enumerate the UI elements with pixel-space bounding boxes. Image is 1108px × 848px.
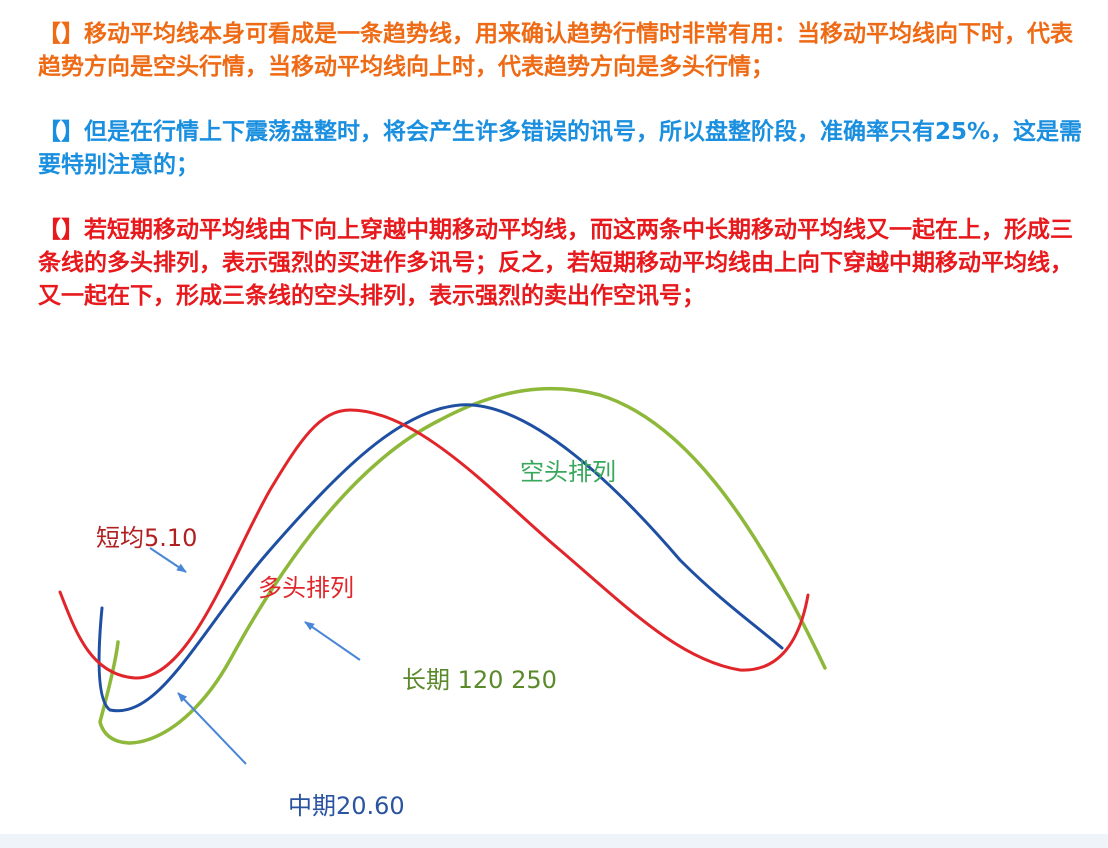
short-ma-pointer-arrow bbox=[149, 547, 187, 573]
short-ma-curve bbox=[58, 408, 810, 680]
bull-alignment-label: 多头排列 bbox=[258, 574, 354, 602]
long-ma-label: 长期 120 250 bbox=[402, 666, 557, 694]
bracket-marker: 【】 bbox=[38, 21, 84, 47]
paragraph-text: 移动平均线本身可看成是一条趋势线，用来确认趋势行情时非常有用：当移动平均线向下时… bbox=[38, 21, 1073, 80]
bear-alignment-label: 空头排列 bbox=[520, 458, 616, 486]
paragraph-crossover: 【】若短期移动平均线由下向上穿越中期移动平均线，而这两条中长期移动平均线又一起在… bbox=[38, 214, 1088, 313]
footer-strip bbox=[0, 834, 1108, 848]
paragraph-consolidation: 【】但是在行情上下震荡盘整时，将会产生许多错误的讯号，所以盘整阶段，准确率只有2… bbox=[38, 116, 1088, 182]
long-ma-curve bbox=[98, 386, 827, 745]
bracket-marker: 【】 bbox=[38, 217, 84, 243]
paragraph-text: 若短期移动平均线由下向上穿越中期移动平均线，而这两条中长期移动平均线又一起在上，… bbox=[38, 217, 1073, 309]
paragraph-trend-line: 【】移动平均线本身可看成是一条趋势线，用来确认趋势行情时非常有用：当移动平均线向… bbox=[38, 18, 1088, 84]
bracket-marker: 【】 bbox=[38, 119, 84, 145]
long-ma-pointer-arrow bbox=[304, 621, 361, 661]
mid-ma-label: 中期20.60 bbox=[288, 792, 405, 820]
mid-ma-curve bbox=[97, 403, 784, 713]
paragraph-text: 但是在行情上下震荡盘整时，将会产生许多错误的讯号，所以盘整阶段，准确率只有25%… bbox=[38, 119, 1083, 178]
moving-average-diagram bbox=[58, 386, 827, 765]
mid-ma-pointer-arrow bbox=[177, 692, 247, 765]
short-ma-label: 短均5.10 bbox=[96, 524, 198, 552]
